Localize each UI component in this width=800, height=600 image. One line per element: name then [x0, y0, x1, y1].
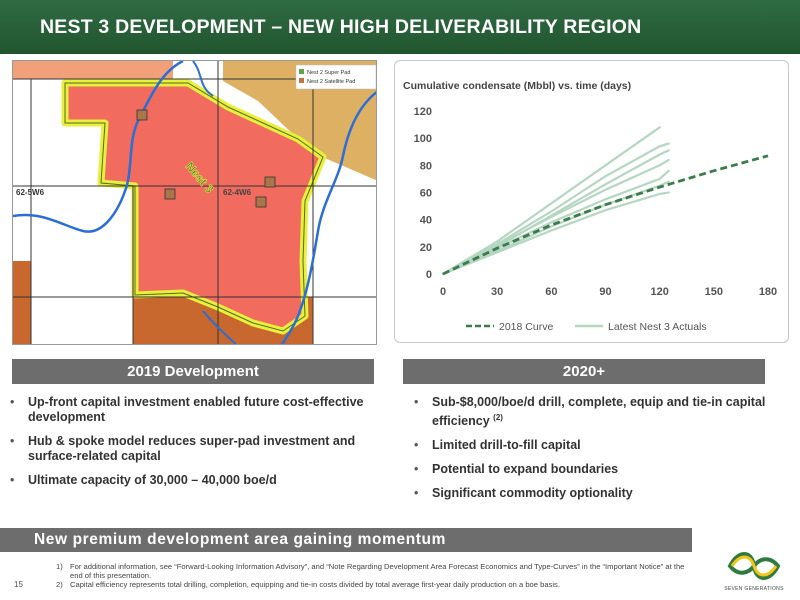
section-title-2020: 2020+	[403, 359, 765, 384]
bullet-list-2020: • Sub-$8,000/boe/d drill, complete, equip…	[412, 395, 792, 510]
series-line-actual	[441, 142, 670, 276]
river-left	[13, 61, 184, 233]
pad-marker	[164, 188, 176, 200]
footnote-2: 2) Capital efficiency represents total d…	[56, 580, 560, 589]
x-tick-label: 180	[759, 286, 777, 298]
bullet-item: • Up-front capital investment enabled fut…	[10, 395, 364, 424]
y-tick-label: 80	[420, 160, 432, 172]
legend-label-super-pad: Nest 2 Super Pad	[307, 70, 350, 76]
bullet-list-2019: • Up-front capital investment enabled fut…	[8, 395, 368, 497]
y-tick-label: 40	[420, 215, 432, 227]
condensate-chart-panel: Cumulative condensate (Mbbl) vs. time (d…	[394, 60, 789, 343]
bullet-item: • Significant commodity optionality	[414, 486, 633, 501]
logo-mark-icon	[727, 552, 781, 580]
x-tick-label: 90	[599, 286, 611, 298]
chart-legend: 2018 Curve Latest Nest 3 Actuals	[466, 321, 707, 333]
bullet-item: • Hub & spoke model reduces super-pad inv…	[10, 434, 356, 463]
chart-title: Cumulative condensate (Mbbl) vs. time (d…	[403, 80, 631, 92]
series-line-actual	[441, 126, 661, 276]
map-parcel-top	[13, 61, 173, 79]
momentum-banner: New premium development area gaining mom…	[0, 528, 692, 552]
nest3-outline	[64, 82, 324, 332]
section-title-2019: 2019 Development	[12, 359, 374, 384]
legend-label-actuals: Latest Nest 3 Actuals	[608, 321, 707, 333]
x-tick-label: 120	[650, 286, 668, 298]
x-tick-label: 150	[705, 286, 723, 298]
legend-swatch-super-pad	[299, 69, 304, 74]
y-tick-label: 0	[426, 269, 432, 281]
map-legend: Nest 2 Super Pad Nest 2 Satellite Pad	[295, 64, 376, 90]
legend-swatch-satellite-pad	[299, 78, 304, 83]
footnote-ref: (2)	[493, 413, 503, 422]
banner-text: New premium development area gaining mom…	[34, 531, 446, 548]
series-line-2018-curve	[442, 154, 769, 276]
logo-text: SEVEN GENERATIONS	[724, 586, 784, 592]
river-right	[280, 91, 376, 344]
bullet-item: • Sub-$8,000/boe/d drill, complete, equip…	[414, 395, 766, 429]
series-line-actual	[441, 191, 670, 276]
condensate-chart: Cumulative condensate (Mbbl) vs. time (d…	[403, 80, 777, 333]
y-tick-label: 120	[414, 106, 432, 118]
pad-marker	[264, 176, 276, 188]
y-tick-label: 20	[420, 242, 432, 254]
page-number: 15	[14, 580, 23, 589]
map-parcel-left	[13, 261, 31, 344]
series-line-actual	[441, 158, 670, 276]
map-parcel-orange	[223, 61, 376, 181]
nest3-map: Nest 3 62-5W6 62-4W6 Nest 2 Super Pad Ne…	[12, 60, 377, 345]
bullet-item: • Limited drill-to-fill capital	[414, 438, 581, 453]
pad-marker	[255, 196, 267, 208]
footnote-1: 1) For additional information, see “Forw…	[56, 562, 685, 580]
y-tick-label: 100	[414, 133, 432, 145]
x-tick-label: 30	[491, 286, 503, 298]
slide-header: NEST 3 DEVELOPMENT – NEW HIGH DELIVERABI…	[0, 0, 800, 54]
township-label-left: 62-5W6	[16, 188, 45, 197]
bullet-item: • Potential to expand boundaries	[414, 462, 619, 477]
legend-label-2018-curve: 2018 Curve	[499, 321, 553, 333]
legend-label-satellite-pad: Nest 2 Satellite Pad	[307, 79, 355, 85]
township-label-right: 62-4W6	[223, 188, 252, 197]
bullet-item: • Ultimate capacity of 30,000 – 40,000 bo…	[10, 473, 277, 487]
river-top	[192, 61, 214, 97]
map-graphic: Nest 3 62-5W6 62-4W6 Nest 2 Super Pad Ne…	[13, 61, 376, 344]
river-bottom	[202, 310, 238, 344]
y-tick-label: 60	[420, 188, 432, 200]
pad-marker	[136, 109, 148, 121]
x-tick-label: 0	[440, 286, 446, 298]
slide-title: NEST 3 DEVELOPMENT – NEW HIGH DELIVERABI…	[40, 16, 642, 38]
x-tick-label: 60	[545, 286, 557, 298]
seven-generations-logo: SEVEN GENERATIONS	[714, 546, 794, 596]
footnotes: 1) For additional information, see “Forw…	[56, 562, 696, 589]
